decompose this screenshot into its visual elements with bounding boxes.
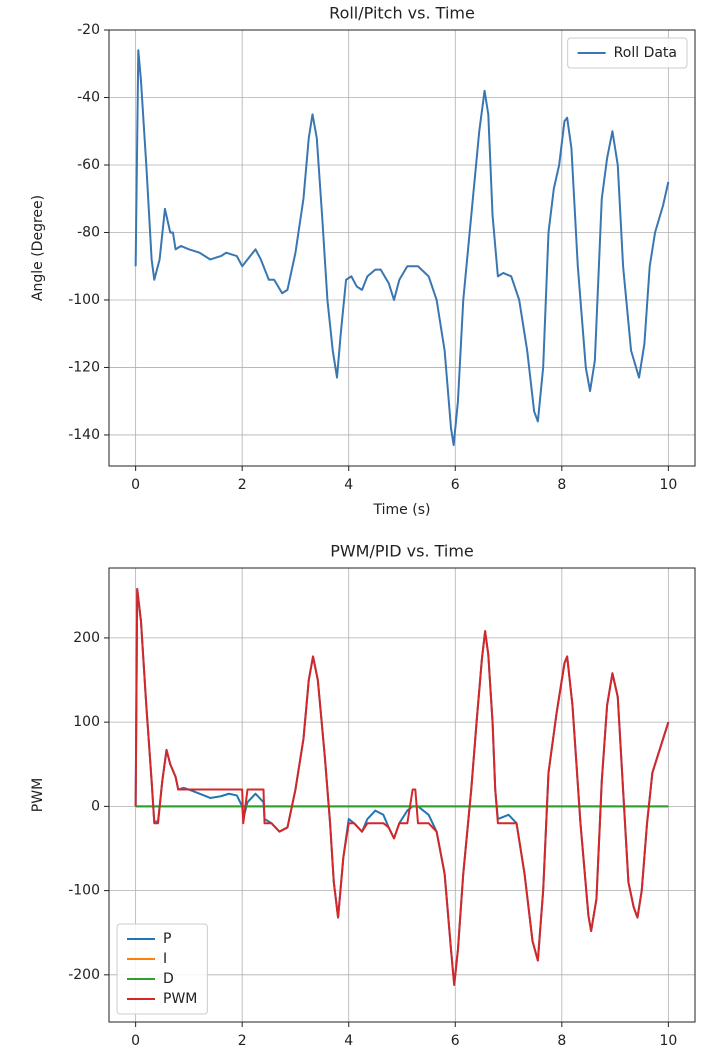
y-tick-label: 0 [91, 798, 100, 814]
y-tick-label: -140 [68, 427, 100, 443]
x-axis-label: Time (s) [373, 502, 431, 518]
legend-label: D [163, 971, 174, 987]
y-axis-label: PWM [30, 778, 46, 812]
x-tick-label: 10 [659, 477, 677, 493]
x-tick-label: 8 [557, 477, 566, 493]
chart-title: Roll/Pitch vs. Time [329, 4, 475, 23]
y-tick-label: -200 [68, 967, 100, 983]
y-tick-label: -100 [68, 883, 100, 899]
y-tick-label: -40 [77, 89, 100, 105]
legend-label: PWM [163, 991, 197, 1007]
plot-frame [108, 29, 696, 467]
y-axis-label: Angle (Degree) [30, 195, 46, 301]
y-tick-label: 200 [73, 630, 100, 646]
legend-label: Roll Data [614, 45, 677, 61]
data-line [134, 49, 670, 447]
legend: PID PWM [116, 923, 208, 1015]
x-tick-label: 4 [344, 1033, 353, 1049]
legend-box [116, 923, 208, 1015]
y-tick-label: -20 [77, 22, 100, 38]
x-tick-label: 0 [131, 1033, 140, 1049]
x-tick-label: 4 [344, 477, 353, 493]
data-line [134, 588, 670, 986]
x-tick-label: 6 [451, 477, 460, 493]
legend-label: P [163, 931, 171, 947]
x-tick-label: 6 [451, 1033, 460, 1049]
y-tick-label: 100 [73, 714, 100, 730]
y-tick-label: -80 [77, 224, 100, 240]
x-tick-label: 10 [659, 1033, 677, 1049]
y-tick-label: -100 [68, 292, 100, 308]
legend: Roll Data [567, 37, 688, 69]
legend-box [567, 37, 688, 69]
x-tick-label: 2 [238, 1033, 247, 1049]
x-tick-label: 2 [238, 477, 247, 493]
chart-title: PWM/PID vs. Time [330, 542, 474, 561]
y-tick-label: -60 [77, 157, 100, 173]
y-tick-label: -120 [68, 359, 100, 375]
plot-frame [108, 567, 696, 1023]
data-line [134, 588, 670, 986]
legend-label: I [163, 951, 167, 967]
x-tick-label: 0 [131, 477, 140, 493]
x-tick-label: 8 [557, 1033, 566, 1049]
